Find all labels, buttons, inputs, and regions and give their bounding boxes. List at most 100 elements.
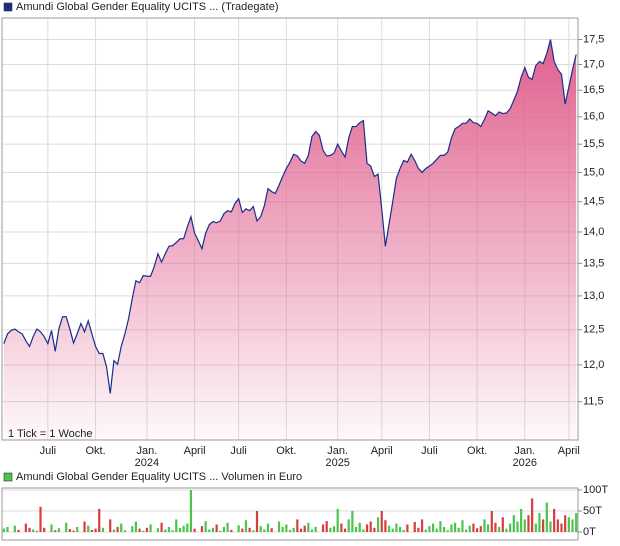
- bar: [351, 511, 354, 532]
- bar: [131, 526, 134, 532]
- x-tick-label: Okt.: [85, 445, 106, 457]
- y-tick-label: 17,0: [583, 58, 604, 70]
- x-tick-label: Jan. 2024: [134, 445, 160, 469]
- bar: [43, 527, 46, 532]
- bar: [395, 523, 398, 532]
- bar: [391, 528, 394, 532]
- bar: [6, 526, 9, 532]
- bar: [314, 526, 317, 532]
- bar: [237, 525, 240, 532]
- legend-swatch: [3, 472, 13, 482]
- bar: [303, 525, 306, 532]
- bar: [527, 515, 530, 532]
- bar: [266, 523, 270, 532]
- x-tick-label: Okt.: [467, 445, 488, 457]
- bar: [571, 519, 574, 532]
- bar: [299, 528, 303, 532]
- bar: [505, 528, 508, 532]
- y-tick-label: 16,5: [583, 84, 604, 96]
- bar: [439, 521, 442, 532]
- bar: [358, 522, 361, 532]
- bar: [288, 529, 292, 532]
- annotation: 1 Tick = 1 Woche: [8, 428, 92, 440]
- bar: [365, 524, 369, 532]
- bar: [329, 527, 332, 532]
- bar: [420, 519, 424, 532]
- x-tick-label: Jan. 2026: [512, 445, 538, 469]
- bar: [2, 528, 5, 532]
- area: [3, 39, 577, 441]
- bar: [332, 526, 336, 532]
- bar: [94, 528, 97, 532]
- bar: [134, 521, 138, 532]
- y-tick-label: 12,0: [583, 359, 604, 371]
- bar: [483, 519, 486, 532]
- bar: [83, 521, 86, 532]
- x-tick-label: Jan. 2025: [325, 445, 350, 469]
- bar: [343, 528, 347, 532]
- bar: [160, 522, 163, 532]
- bar: [556, 519, 559, 532]
- bar: [109, 519, 112, 532]
- legend-swatch: [3, 2, 13, 12]
- bar: [520, 508, 523, 532]
- bar: [512, 515, 515, 532]
- bar: [354, 526, 358, 532]
- y-tick-label: 17,5: [583, 33, 604, 45]
- bar: [321, 524, 325, 532]
- bar: [35, 530, 38, 532]
- y-tick-label: 12,5: [583, 324, 604, 336]
- bar: [380, 511, 383, 532]
- bar: [307, 522, 310, 532]
- bar: [336, 508, 339, 532]
- bar: [142, 530, 145, 532]
- x-tick-label: Juli: [421, 445, 438, 457]
- bar: [402, 529, 405, 532]
- legend-label: Amundi Global Gender Equality UCITS ... …: [16, 471, 302, 483]
- bar: [123, 530, 127, 532]
- y-tick-label: 0T: [583, 526, 596, 538]
- bar: [446, 530, 449, 532]
- bar: [542, 519, 545, 532]
- bar: [116, 526, 119, 532]
- bar: [193, 528, 196, 532]
- bar: [219, 530, 222, 532]
- bar: [222, 526, 226, 532]
- y-tick-label: 50T: [583, 505, 602, 517]
- x-tick-label: Juli: [39, 445, 57, 457]
- bar: [54, 530, 57, 532]
- bar: [182, 525, 185, 532]
- bar: [50, 524, 53, 532]
- bar: [417, 527, 420, 532]
- bar: [468, 525, 471, 532]
- bar: [215, 524, 218, 532]
- bar: [149, 524, 152, 532]
- bar: [277, 521, 281, 532]
- bar: [101, 527, 104, 532]
- y-tick-label: 13,5: [583, 257, 604, 269]
- bar: [457, 527, 460, 532]
- bar: [32, 529, 35, 532]
- bar: [230, 529, 233, 532]
- bar: [406, 524, 409, 532]
- bar: [120, 523, 123, 532]
- legend-label: Amundi Global Gender Equality UCITS ... …: [16, 1, 279, 13]
- bar: [200, 526, 204, 532]
- bar: [65, 522, 68, 532]
- bar: [465, 529, 468, 532]
- y-tick-label: 100T: [583, 484, 608, 496]
- bar: [39, 506, 42, 532]
- bar: [387, 525, 391, 532]
- line: [3, 39, 577, 394]
- bar: [17, 529, 20, 532]
- bar: [98, 508, 101, 532]
- bar: [263, 529, 266, 532]
- bar: [509, 523, 512, 532]
- bar: [461, 520, 464, 532]
- bar: [255, 511, 259, 532]
- bar: [211, 527, 215, 532]
- y-tick-label: 14,0: [583, 226, 604, 238]
- bar: [567, 517, 570, 532]
